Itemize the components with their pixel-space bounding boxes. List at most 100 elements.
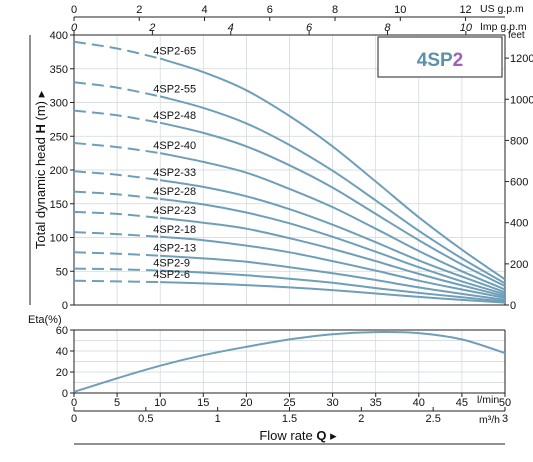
head-y-tick-label: 350	[50, 64, 68, 76]
curve-4sp2-23	[160, 216, 506, 298]
curve-4sp2-18	[160, 235, 506, 299]
lmin-tick-label: 10	[154, 397, 166, 409]
curve-4sp2-55	[159, 95, 506, 285]
feet-tick-label: 0	[510, 300, 516, 312]
imp-gpm-tick-label: 4	[228, 22, 234, 34]
head-y-tick-label: 200	[50, 165, 68, 177]
eta-y-tick-label: 40	[56, 346, 68, 358]
imp-gpm-tick-label: 10	[460, 22, 473, 34]
us-gpm-tick-label: 0	[71, 4, 77, 16]
eta-y-tick-label: 60	[56, 325, 68, 337]
series-label-4sp2-48: 4SP2-48	[153, 110, 196, 122]
series-label-4sp2-9: 4SP2-9	[153, 258, 190, 270]
lmin-tick-label: 50	[499, 397, 511, 409]
efficiency-curve	[73, 331, 506, 393]
curve-dashed-start-4sp2-33	[73, 170, 161, 182]
series-label-4sp2-65: 4SP2-65	[153, 46, 196, 58]
m3h-tick-label: 0	[71, 413, 77, 425]
chart-title: 4SP2	[417, 50, 464, 71]
curve-4sp2-9	[160, 269, 506, 303]
y-axis-title: Total dynamic head H (m) ▸	[33, 90, 48, 249]
imp-gpm-tick-label: 8	[384, 22, 391, 34]
imp-gpm-tick-label: 0	[71, 22, 78, 34]
head-y-tick-label: 50	[56, 266, 68, 278]
head-y-tick-label: 150	[50, 199, 68, 211]
m3h-tick-label: 2.5	[426, 413, 441, 425]
lmin-tick-label: 5	[114, 397, 120, 409]
curve-dashed-start-4sp2-65	[73, 40, 161, 60]
eta-y-tick-label: 20	[56, 367, 68, 379]
lmin-unit-label: l/min	[477, 394, 499, 406]
series-label-4sp2-23: 4SP2-23	[153, 205, 196, 217]
us-gpm-tick-label: 12	[459, 4, 471, 16]
head-chart-ticks: 0501001502002503003504000200400600800100…	[50, 4, 533, 312]
feet-tick-label: 200	[510, 259, 528, 271]
curve-dashed-start-4sp2-23	[73, 210, 161, 219]
lmin-tick-label: 40	[413, 397, 425, 409]
curve-dashed-start-4sp2-6	[73, 279, 161, 284]
lmin-tick-label: 15	[197, 397, 209, 409]
lmin-tick-label: 45	[456, 397, 468, 409]
feet-tick-label: 800	[510, 135, 528, 147]
us-gpm-tick-label: 8	[332, 4, 338, 16]
title-box	[377, 36, 503, 78]
curve-dashed-start-4sp2-28	[73, 190, 161, 200]
feet-tick-label: 400	[510, 218, 528, 230]
us-gpm-tick-label: 6	[267, 4, 273, 16]
series-label-4sp2-28: 4SP2-28	[153, 186, 196, 198]
curve-4sp2-65	[159, 57, 506, 281]
m3h-unit-label: m³/h	[479, 414, 500, 426]
curve-4sp2-28	[160, 198, 506, 296]
m3h-tick-label: 0.5	[138, 413, 153, 425]
series-label-4sp2-55: 4SP2-55	[153, 83, 196, 95]
curve-4sp2-13	[160, 254, 506, 301]
feet-tick-label: 1200	[510, 53, 533, 65]
curve-4sp2-6	[160, 281, 506, 304]
us-gpm-tick-label: 2	[136, 4, 142, 16]
m3h-tick-label: 1	[215, 413, 221, 425]
lmin-tick-label: 30	[326, 397, 338, 409]
series-label-4sp2-40: 4SP2-40	[153, 140, 196, 152]
head-y-tick-label: 400	[50, 30, 68, 42]
curve-dashed-start-4sp2-13	[73, 251, 161, 257]
series-label-4sp2-18: 4SP2-18	[153, 224, 196, 236]
curve-dashed-start-4sp2-18	[73, 231, 161, 238]
efficiency-chart-ticks: 0 20 40 60 0 5 10 15 20 25 30 35 40 45 50 0 0.5 1 1.5 2 2.5 3	[56, 325, 511, 425]
curve-dashed-start-4sp2-48	[73, 109, 161, 124]
m3h-tick-label: 2	[358, 413, 364, 425]
curve-dashed-start-4sp2-55	[73, 81, 161, 98]
us-gpm-tick-label: 10	[394, 4, 406, 16]
curve-4sp2-48	[159, 121, 506, 287]
efficiency-curve-group	[73, 331, 506, 393]
curve-dashed-start-4sp2-9	[73, 267, 161, 272]
feet-tick-label: 600	[510, 177, 528, 189]
eta-y-tick-label: 0	[62, 388, 68, 400]
head-curves	[73, 40, 506, 304]
curve-dashed-start-4sp2-40	[73, 142, 161, 155]
head-y-tick-label: 250	[50, 131, 68, 143]
us-gpm-axis-label: US g.p.m	[480, 3, 524, 15]
head-y-tick-label: 300	[50, 98, 68, 110]
curve-4sp2-33	[160, 179, 506, 294]
feet-tick-label: 1000	[510, 94, 533, 106]
head-y-tick-label: 100	[50, 233, 68, 245]
series-label-4sp2-13: 4SP2-13	[153, 243, 196, 255]
lmin-tick-label: 0	[71, 397, 77, 409]
curve-4sp2-40	[159, 152, 506, 291]
feet-axis-label: feet	[508, 30, 525, 41]
imp-gpm-axis-label: Imp g.p.m	[480, 21, 527, 33]
imp-gpm-tick-label: 6	[306, 22, 313, 34]
m3h-tick-label: 3	[502, 413, 508, 425]
efficiency-chart-grid	[74, 330, 505, 393]
series-label-4sp2-6: 4SP2-6	[153, 269, 190, 281]
us-gpm-tick-label: 4	[201, 4, 207, 16]
lmin-tick-label: 20	[240, 397, 252, 409]
x-axis-title: Flow rate Q ▸	[259, 428, 337, 443]
lmin-tick-label: 25	[283, 397, 295, 409]
lmin-tick-label: 35	[370, 397, 382, 409]
series-labels: 4SP2-65 4SP2-55 4SP2-48 4SP2-40 4SP2-33 4SP2-…	[153, 46, 196, 281]
series-label-4sp2-33: 4SP2-33	[153, 167, 196, 179]
imp-gpm-tick-label: 2	[148, 22, 155, 34]
eta-axis-title: Eta(%)	[28, 314, 62, 326]
